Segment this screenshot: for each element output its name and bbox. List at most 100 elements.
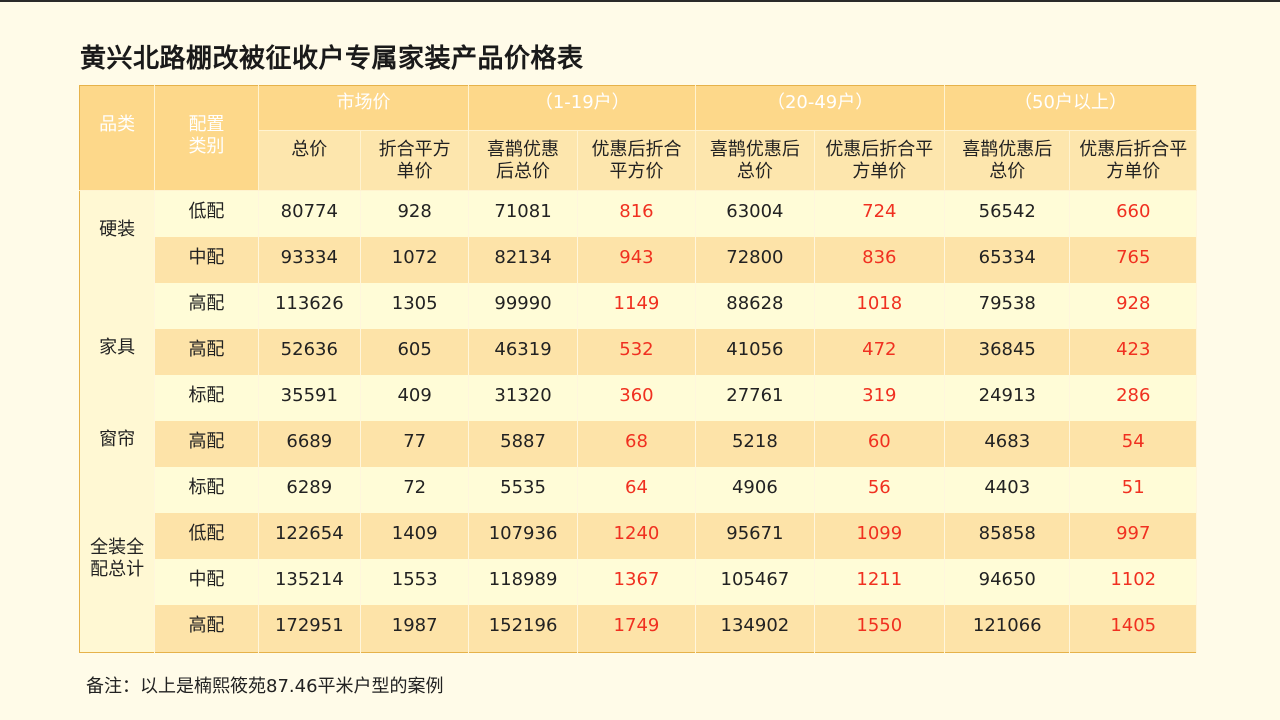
value-cell: 65334 [944,236,1071,283]
value-cell: 1305 [360,282,470,329]
header-sub-total-50plus: 喜鹊优惠后总价 [944,130,1071,191]
top-rule [0,0,1280,2]
config-cell: 高配 [154,420,259,468]
config-cell: 中配 [154,236,259,283]
value-cell: 85858 [944,513,1071,560]
value-cell: 1018 [814,282,946,329]
value-cell: 6289 [258,467,361,514]
value-cell: 56 [814,467,946,514]
value-cell: 31320 [468,374,578,421]
value-cell: 1405 [1069,605,1197,653]
value-cell: 36845 [944,328,1071,375]
value-cell: 4683 [944,420,1071,468]
config-cell: 高配 [154,605,259,653]
value-cell: 122654 [258,513,361,560]
value-cell: 1149 [577,282,697,329]
value-cell: 6689 [258,420,361,468]
value-cell: 1102 [1069,559,1197,606]
value-cell: 360 [577,374,697,421]
value-cell: 27761 [695,374,815,421]
header-sub-unit-1-19: 优惠后折合平方价 [577,130,697,191]
value-cell: 56542 [944,190,1071,237]
table-row: 窗帘 高配 6689 77 5887 68 5218 60 4683 54 [79,420,1197,514]
config-cell: 高配 [154,328,259,375]
value-cell: 1550 [814,605,946,653]
value-cell: 72 [360,467,470,514]
value-cell: 54 [1069,420,1197,468]
value-cell: 95671 [695,513,815,560]
value-cell: 1099 [814,513,946,560]
value-cell: 71081 [468,190,578,237]
value-cell: 135214 [258,559,361,606]
value-cell: 79538 [944,282,1071,329]
value-cell: 121066 [944,605,1071,653]
page-title: 黄兴北路棚改被征收户专属家装产品价格表 [80,44,584,74]
value-cell: 1553 [360,559,470,606]
price-table: 品类 配置类别 市场价 （1-19户） （20-49户） （50户以上） 总价 … [79,85,1197,653]
header-config: 配置类别 [154,85,259,191]
table-row: 标配 6289 72 5535 64 4906 56 4403 51 [80,467,1197,514]
value-cell: 94650 [944,559,1071,606]
value-cell: 5218 [695,420,815,468]
value-cell: 660 [1069,190,1197,237]
header-group-50plus: （50户以上） [944,85,1197,131]
table-row: 家具 高配 52636 605 46319 532 41056 472 3684… [79,328,1197,421]
table-row: 全装全配总计 低配 122654 1409 107936 1240 95671 … [79,513,1197,653]
value-cell: 35591 [258,374,361,421]
value-cell: 1367 [577,559,697,606]
value-cell: 1240 [577,513,697,560]
value-cell: 605 [360,328,470,375]
value-cell: 836 [814,236,946,283]
value-cell: 63004 [695,190,815,237]
value-cell: 5535 [468,467,578,514]
value-cell: 41056 [695,328,815,375]
value-cell: 765 [1069,236,1197,283]
config-cell: 标配 [154,374,259,421]
value-cell: 928 [360,190,470,237]
value-cell: 24913 [944,374,1071,421]
value-cell: 105467 [695,559,815,606]
value-cell: 93334 [258,236,361,283]
category-furniture: 家具 [79,328,156,421]
value-cell: 472 [814,328,946,375]
value-cell: 88628 [695,282,815,329]
table-row: 硬装 低配 80774 928 71081 816 63004 724 5654… [79,190,1197,329]
table-row: 中配 135214 1553 118989 1367 105467 1211 9… [80,559,1197,606]
value-cell: 816 [577,190,697,237]
value-cell: 113626 [258,282,361,329]
category-curtain: 窗帘 [79,420,156,514]
value-cell: 99990 [468,282,578,329]
header-sub-total: 总价 [258,130,361,191]
header-sub-unit-50plus: 优惠后折合平方单价 [1069,130,1197,191]
value-cell: 1072 [360,236,470,283]
header-group-market: 市场价 [258,85,470,131]
value-cell: 943 [577,236,697,283]
config-cell: 高配 [154,282,259,329]
config-cell: 低配 [154,513,259,560]
value-cell: 172951 [258,605,361,653]
value-cell: 4403 [944,467,1071,514]
value-cell: 118989 [468,559,578,606]
value-cell: 152196 [468,605,578,653]
value-cell: 1749 [577,605,697,653]
value-cell: 72800 [695,236,815,283]
value-cell: 68 [577,420,697,468]
value-cell: 51 [1069,467,1197,514]
table-row: 高配 172951 1987 152196 1749 134902 1550 1… [80,605,1197,653]
header-sub-total-20-49: 喜鹊优惠后总价 [695,130,815,191]
value-cell: 1211 [814,559,946,606]
config-cell: 低配 [154,190,259,237]
header-group-20-49: （20-49户） [695,85,946,131]
value-cell: 1409 [360,513,470,560]
value-cell: 64 [577,467,697,514]
config-cell: 中配 [154,559,259,606]
value-cell: 928 [1069,282,1197,329]
value-cell: 52636 [258,328,361,375]
header-sub-total-1-19: 喜鹊优惠后总价 [468,130,578,191]
table-row: 标配 35591 409 31320 360 27761 319 24913 2… [80,374,1197,421]
value-cell: 82134 [468,236,578,283]
header-group-1-19: （1-19户） [468,85,697,131]
value-cell: 409 [360,374,470,421]
value-cell: 77 [360,420,470,468]
header-sub-unit: 折合平方单价 [360,130,470,191]
